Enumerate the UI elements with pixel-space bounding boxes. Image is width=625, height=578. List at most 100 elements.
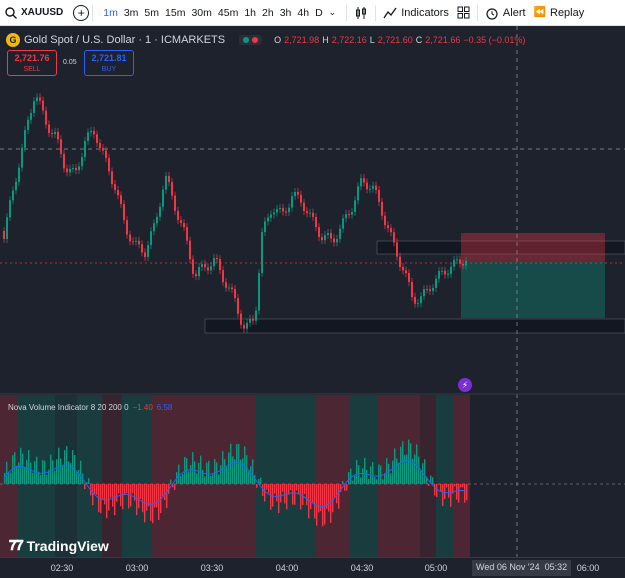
candle-body [312, 212, 314, 217]
timeframe-45m[interactable]: 45m [217, 6, 239, 19]
candle-body [33, 101, 35, 113]
candle-body [351, 211, 353, 215]
layouts-button[interactable] [453, 0, 474, 26]
chart-canvas[interactable] [0, 26, 625, 557]
timeframe-1h[interactable]: 1h [244, 6, 257, 19]
candle-body [345, 214, 347, 219]
instrument-title[interactable]: Gold Spot / U.S. Dollar · 1 · ICMARKETS [24, 34, 226, 46]
volume-bar [302, 484, 304, 505]
grid-icon [457, 6, 470, 19]
candle-body [294, 192, 296, 197]
timeframe-3m[interactable]: 3m [123, 6, 139, 19]
symbol-search[interactable]: XAUUSD [0, 0, 67, 26]
alert-button[interactable]: Alert [481, 0, 530, 26]
timeframe-3h[interactable]: 3h [279, 6, 292, 19]
volume-bar [422, 463, 424, 484]
volume-bar [300, 484, 302, 510]
candle-body [108, 158, 110, 172]
candle-body [330, 233, 332, 239]
candle-body [54, 131, 56, 135]
candle-body [63, 153, 65, 169]
volume-bar [410, 443, 412, 484]
volume-bar [420, 470, 422, 484]
time-tick: 04:30 [350, 563, 374, 573]
candle-body [102, 148, 104, 151]
timeframe-15m[interactable]: 15m [165, 6, 186, 19]
buy-label: BUY [101, 66, 117, 73]
indicators-label: Indicators [401, 6, 449, 19]
volume-bar [284, 484, 286, 504]
volume-bar [64, 450, 66, 484]
volume-bar [276, 484, 278, 502]
candle-body [438, 271, 440, 279]
candle-body [333, 238, 335, 243]
volume-bar [450, 484, 452, 507]
candle-body [420, 296, 422, 304]
volume-bar [162, 484, 164, 497]
candle-body [210, 266, 212, 271]
candle-body [309, 212, 311, 214]
volume-bar [250, 466, 252, 484]
time-axis[interactable]: 02:30 03:00 03:30 04:00 04:30 05:00 Wed … [0, 557, 625, 578]
volume-bar [338, 484, 340, 509]
market-status[interactable] [239, 35, 263, 45]
candle-body [465, 260, 467, 266]
candle-body [141, 244, 143, 253]
ohlc-close: 2,721.66 [425, 35, 461, 45]
volume-bar [208, 460, 210, 484]
volume-bar [16, 465, 18, 484]
timeframe-4h[interactable]: 4h [297, 6, 310, 19]
candle-body [291, 196, 293, 208]
replay-button[interactable]: ⏪ Replay [530, 0, 589, 26]
candles-icon [356, 6, 367, 19]
lightning-icon[interactable]: ⚡ [458, 378, 472, 392]
candle-body [171, 182, 173, 196]
volume-bar [46, 474, 48, 484]
candle-body [60, 139, 62, 154]
volume-bar [292, 484, 294, 505]
volume-bar [262, 484, 264, 496]
volume-bar [444, 484, 446, 499]
timeframe-5m[interactable]: 5m [144, 6, 160, 19]
volume-bar [274, 484, 276, 494]
timeframe-30m[interactable]: 30m [191, 6, 212, 19]
candle-body [459, 259, 461, 264]
volume-bar [390, 473, 392, 484]
candle-body [3, 231, 5, 239]
volume-bar [212, 474, 214, 484]
candle-body [129, 234, 131, 242]
volume-bar [248, 471, 250, 484]
buy-button[interactable]: 2,721.81 BUY [84, 50, 134, 76]
chart-type-button[interactable] [350, 0, 372, 26]
candle-body [279, 208, 281, 210]
volume-bar [198, 462, 200, 484]
volume-bar [88, 478, 90, 484]
volume-bar [334, 484, 336, 497]
volume-bar [464, 484, 466, 503]
volume-bar [42, 460, 44, 484]
candle-body [81, 157, 83, 167]
candle-body [90, 130, 92, 133]
chevron-down-icon[interactable]: ⌄ [328, 7, 337, 17]
sell-button[interactable]: 2,721.76 SELL [7, 50, 57, 76]
candle-body [315, 216, 317, 228]
candle-body [135, 240, 137, 242]
volume-bar [256, 484, 258, 488]
volume-bar [104, 484, 106, 505]
volume-bar [108, 484, 110, 511]
chart-pane[interactable]: G Gold Spot / U.S. Dollar · 1 · ICMARKET… [0, 26, 625, 557]
indicator-legend[interactable]: Nova Volume Indicator 8 20 200 0 −1.40 6… [8, 403, 172, 412]
volume-bar [178, 464, 180, 484]
timeframe-2h[interactable]: 2h [262, 6, 274, 19]
compare-add-icon[interactable]: + [73, 4, 90, 21]
candle-body [300, 194, 302, 203]
crosshair-date: Wed 06 Nov '24 [476, 562, 540, 572]
candle-body [414, 297, 416, 304]
timeframe-D[interactable]: D [315, 6, 323, 19]
volume-bar [122, 484, 124, 510]
indicator-band [102, 395, 122, 557]
indicators-button[interactable]: Indicators [379, 0, 453, 26]
timeframe-1m[interactable]: 1m [103, 6, 118, 19]
volume-bar [210, 475, 212, 484]
volume-bar [432, 477, 434, 484]
